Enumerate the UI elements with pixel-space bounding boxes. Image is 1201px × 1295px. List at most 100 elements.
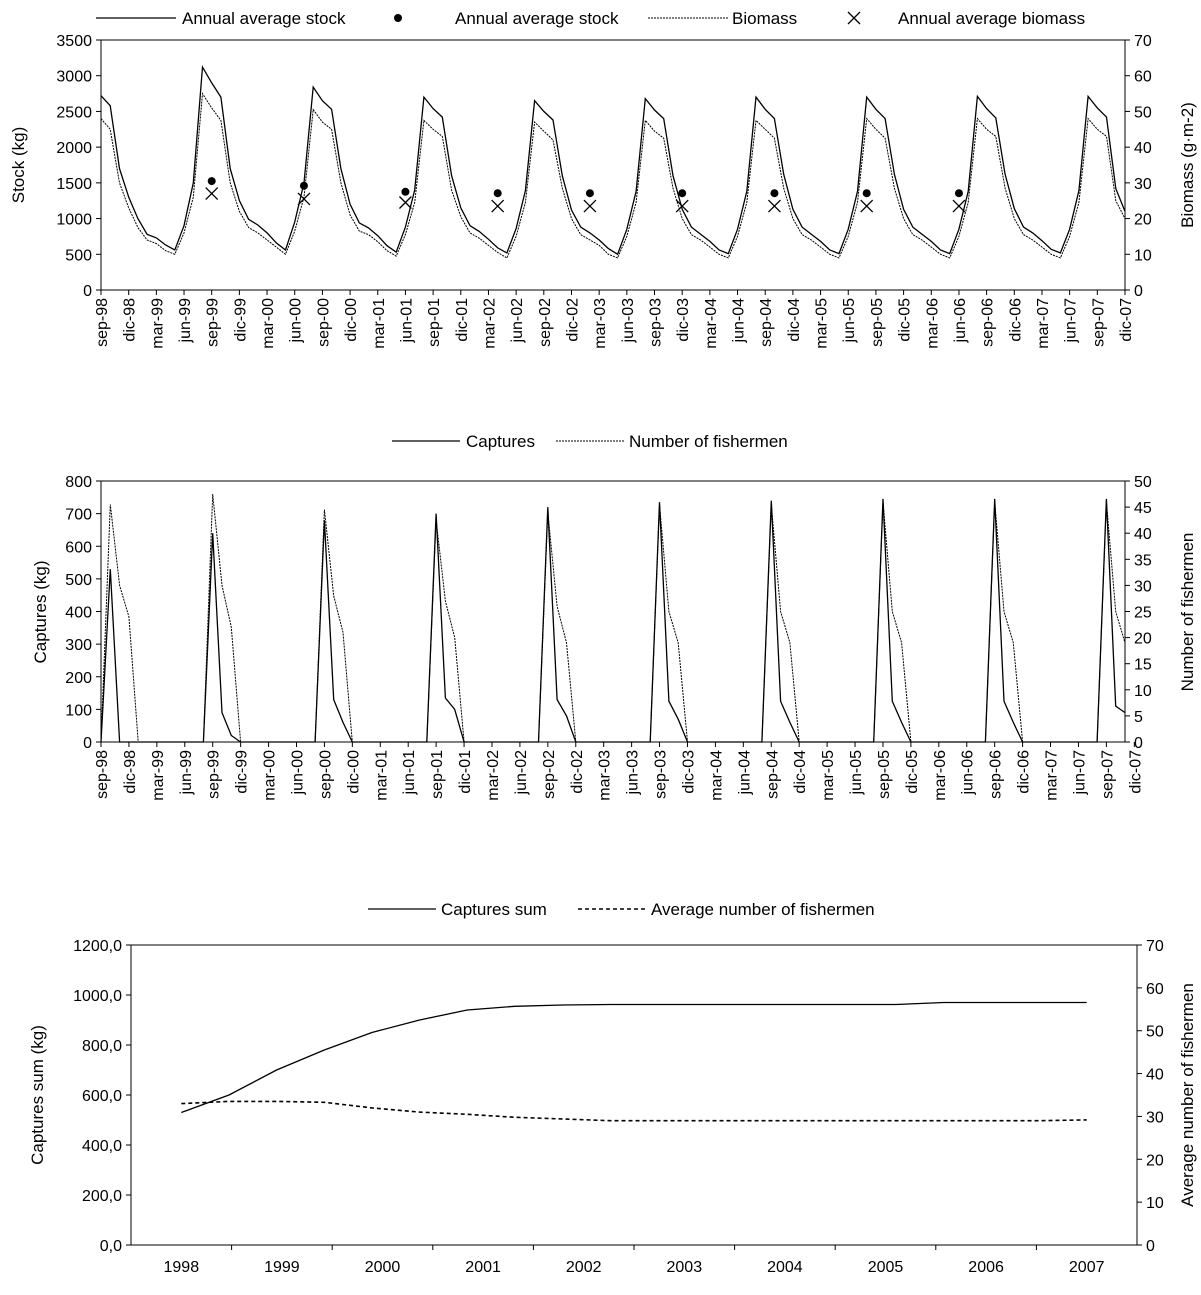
x-tick-label: 2007	[1069, 1259, 1105, 1276]
y-tick-label: 600	[65, 539, 92, 556]
chart-stock-biomass: Annual average stock Annual average stoc…	[9, 9, 1197, 349]
x-tick-label: mar-01	[371, 298, 388, 349]
data-point-dot	[493, 189, 502, 198]
series-line-0	[181, 1001, 1087, 1114]
x-tick-label: sep-04	[764, 750, 781, 799]
legend-2-label-fishermen: Number of fishermen	[629, 432, 788, 451]
x-tick-label: mar-00	[260, 298, 277, 349]
y-tick-label: 2000	[56, 140, 92, 157]
y-tick-label: 600,0	[82, 1088, 122, 1105]
x-tick-label: sep-02	[541, 750, 558, 799]
data-point-x	[952, 199, 966, 213]
legend-2-label-captures: Captures	[466, 432, 535, 451]
x-tick-label: sep-04	[758, 298, 775, 347]
legend-2: Captures Number of fishermen	[392, 432, 788, 451]
x-tick-label: jun-07	[1071, 750, 1088, 796]
y2-tick-label: 15	[1134, 657, 1152, 674]
plot-area-2: 0 100 200 300 400 500 600 700 800 0 5 10 15 20 25 30 35 4…	[65, 474, 1152, 801]
plot-area-3: 0,0 200,0 400,0 600,0 800,0 1000,0 1200,0 0 10 20…	[73, 938, 1164, 1276]
y2-tick-label: 30	[1134, 578, 1152, 595]
y-tick-label: 0,0	[100, 1238, 122, 1255]
x-tick-label: jun-00	[288, 298, 305, 344]
x-tick-label: mar-03	[597, 750, 614, 801]
y-tick-label: 400,0	[82, 1138, 122, 1155]
x-tick-label: sep-00	[315, 298, 332, 347]
y-tick-label: 0	[83, 735, 92, 752]
x-tick-label: mar-04	[703, 298, 720, 349]
y2-axis-label-3: Average number of fishermen	[1178, 983, 1197, 1207]
legend-1-label-biomass: Biomass	[732, 9, 797, 28]
legend-1-x-marker	[847, 11, 861, 25]
x-tick-label: 2004	[767, 1259, 803, 1276]
x-tick-label: jun-06	[952, 298, 969, 344]
y-tick-label: 1200,0	[73, 938, 122, 955]
x-tick-label: mar-05	[820, 750, 837, 801]
plot-frame	[100, 39, 1126, 291]
x-tick-label: 2006	[968, 1259, 1004, 1276]
x-tick-label: dic-02	[564, 298, 581, 342]
x-tick-label: mar-06	[932, 750, 949, 801]
x-tick-label: sep-05	[869, 298, 886, 347]
y-tick-label: 200,0	[82, 1188, 122, 1205]
x-tick-label: dic-06	[1016, 750, 1033, 794]
legend-3-label-avg-fishermen: Average number of fishermen	[651, 900, 875, 919]
x-tick-label: 2005	[868, 1259, 904, 1276]
x-tick-label: mar-99	[149, 298, 166, 349]
series-line-1	[181, 1100, 1087, 1122]
legend-1-label-stock: Annual average stock	[182, 9, 346, 28]
plot-area-1: 0 500 1000 1500 2000 2500 3000 3500 0 10 20 30 40 50 6…	[56, 33, 1151, 349]
x-tick-label: dic-01	[454, 298, 471, 342]
y-tick-label: 100	[65, 702, 92, 719]
data-point-dot	[954, 189, 963, 198]
data-point-dot	[770, 189, 779, 198]
x-tick-label: jun-07	[1063, 298, 1080, 344]
y2-tick-label: 70	[1134, 33, 1152, 50]
y2-tick-label: 10	[1134, 247, 1152, 264]
x-tick-label: sep-06	[980, 298, 997, 347]
x-tick-label: 2002	[566, 1259, 602, 1276]
x-tick-label: 2003	[667, 1259, 703, 1276]
plot-frame	[100, 480, 1126, 743]
x-tick-label: dic-05	[904, 750, 921, 794]
legend-1-label-avg-biomass: Annual average biomass	[898, 9, 1085, 28]
x-tick-label: sep-07	[1099, 750, 1116, 799]
data-point-dot	[299, 181, 308, 190]
y2-tick-label: 50	[1134, 104, 1152, 121]
x-tick-label: mar-00	[262, 750, 279, 801]
data-point-x	[491, 199, 505, 213]
x-tick-label: dic-99	[232, 298, 249, 342]
x-tick-label: dic-07	[1127, 750, 1144, 794]
x-tick-label: dic-03	[680, 750, 697, 794]
x-tick-label: dic-98	[122, 298, 139, 342]
x-tick-label: sep-03	[648, 298, 665, 347]
y2-tick-label: 45	[1134, 500, 1152, 517]
x-tick-label: dic-02	[569, 750, 586, 794]
x-tick-label: sep-03	[653, 750, 670, 799]
x-tick-label: mar-05	[814, 298, 831, 349]
data-point-x	[398, 196, 412, 209]
legend-3-label-captures-sum: Captures sum	[441, 900, 547, 919]
x-tick-label: jun-99	[177, 298, 194, 344]
x-tick-label: mar-99	[150, 750, 167, 801]
legend-3: Captures sum Average number of fishermen	[368, 900, 875, 919]
y-axis-label-3: Captures sum (kg)	[28, 1025, 47, 1165]
data-point-dot	[207, 177, 216, 186]
y2-tick-label: 10	[1146, 1195, 1164, 1212]
x-tick-label: dic-04	[792, 750, 809, 794]
y-tick-label: 300	[65, 637, 92, 654]
y2-tick-label: 50	[1146, 1024, 1164, 1041]
y-tick-label: 200	[65, 670, 92, 687]
y2-axis-label-1: Biomass (g·m-2)	[1178, 102, 1197, 228]
y-tick-label: 400	[65, 605, 92, 622]
x-tick-label: mar-03	[592, 298, 609, 349]
x-tick-label: 1998	[164, 1259, 200, 1276]
series-line-0	[100, 64, 1126, 256]
y2-tick-label: 70	[1146, 938, 1164, 955]
x-tick-label: sep-07	[1090, 298, 1107, 347]
x-tick-label: dic-99	[234, 750, 251, 794]
y-tick-label: 800,0	[82, 1038, 122, 1055]
x-tick-label: 2001	[465, 1259, 501, 1276]
y-tick-label: 3000	[56, 69, 92, 86]
data-point-x	[860, 199, 874, 213]
x-tick-label: jun-01	[401, 750, 418, 796]
